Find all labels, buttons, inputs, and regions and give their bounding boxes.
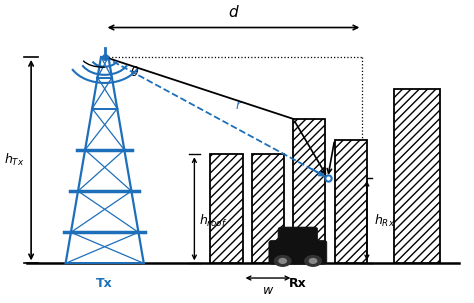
- Text: $\theta$: $\theta$: [130, 65, 139, 79]
- Bar: [394, 89, 440, 263]
- Circle shape: [305, 256, 321, 266]
- Text: $h_{Rx}$: $h_{Rx}$: [374, 212, 395, 228]
- Text: $r$: $r$: [235, 98, 242, 112]
- FancyBboxPatch shape: [269, 240, 327, 264]
- FancyBboxPatch shape: [278, 227, 318, 249]
- Bar: [252, 154, 284, 263]
- Text: $w$: $w$: [262, 284, 274, 297]
- Circle shape: [274, 256, 291, 266]
- Bar: [293, 119, 326, 263]
- Circle shape: [279, 258, 286, 263]
- Text: $h_{Tx}$: $h_{Tx}$: [4, 152, 24, 168]
- Bar: [335, 139, 367, 263]
- Text: $d$: $d$: [228, 4, 239, 20]
- Text: Tx: Tx: [96, 277, 113, 290]
- Text: $h_{roof}$: $h_{roof}$: [199, 212, 228, 228]
- Circle shape: [310, 258, 317, 263]
- Bar: [210, 154, 243, 263]
- Text: Rx: Rx: [289, 277, 307, 290]
